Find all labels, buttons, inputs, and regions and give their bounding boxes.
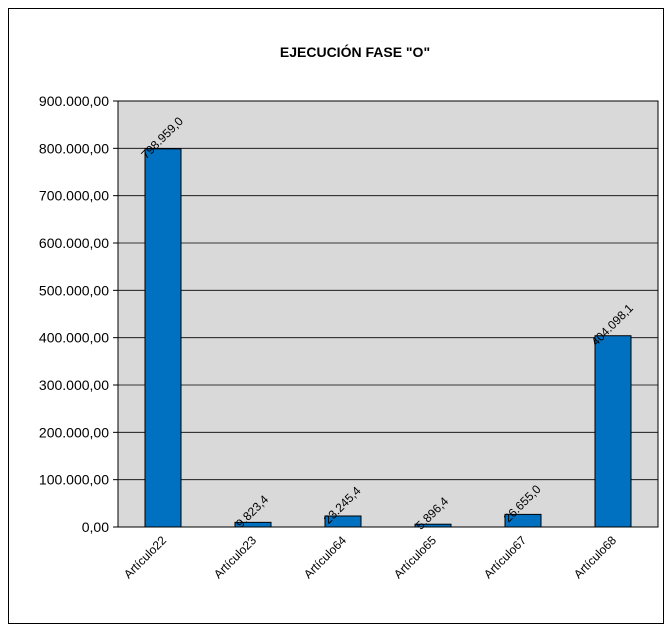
gridlines bbox=[113, 100, 658, 528]
y-tick-label: 800.000,00 bbox=[39, 140, 109, 156]
y-axis-tick-labels: 0,00 100.000,00 200.000,00 300.000,00 400.00… bbox=[39, 93, 109, 535]
y-tick-label: 100.000,00 bbox=[39, 472, 109, 488]
y-tick-label: 0,00 bbox=[82, 519, 109, 535]
category-label: Artículo67 bbox=[481, 533, 529, 581]
y-tick-label: 600.000,00 bbox=[39, 235, 109, 251]
x-axis-category-labels: Artículo22 Artículo23 Artículo64 Artículo65… bbox=[121, 533, 619, 581]
bar bbox=[414, 523, 452, 528]
bar bbox=[144, 148, 182, 528]
category-label: Artículo64 bbox=[301, 533, 349, 581]
bar bbox=[594, 335, 632, 528]
bar bbox=[324, 515, 362, 528]
plot-area bbox=[117, 100, 659, 528]
bar bbox=[504, 513, 542, 528]
bar bbox=[234, 521, 272, 528]
bars bbox=[144, 148, 632, 528]
chart-title: EJECUCIÓN FASE "O" bbox=[280, 43, 430, 60]
category-label: Artículo65 bbox=[391, 533, 439, 581]
y-tick-label: 700.000,00 bbox=[39, 188, 109, 204]
y-tick-label: 200.000,00 bbox=[39, 424, 109, 440]
bar-chart: EJECUCIÓN FASE "O" 0,00 100.000,00 200.000… bbox=[39, 43, 659, 581]
chart-frame: EJECUCIÓN FASE "O" 0,00 100.000,00 200.000… bbox=[8, 8, 664, 624]
y-tick-label: 400.000,00 bbox=[39, 330, 109, 346]
y-tick-label: 500.000,00 bbox=[39, 282, 109, 298]
category-label: Artículo23 bbox=[211, 533, 259, 581]
y-tick-label: 900.000,00 bbox=[39, 93, 109, 109]
y-tick-label: 300.000,00 bbox=[39, 377, 109, 393]
category-label: Artículo22 bbox=[121, 533, 169, 581]
category-label: Artículo68 bbox=[571, 533, 619, 581]
